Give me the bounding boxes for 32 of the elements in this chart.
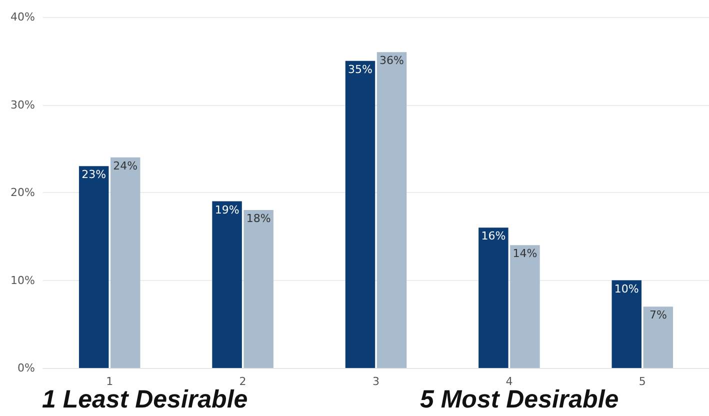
x-tick-label: 3	[372, 375, 380, 388]
data-label: 24%	[113, 159, 138, 172]
text: 1 Least Desirable	[42, 386, 248, 414]
y-tick-label: 20%	[10, 186, 35, 199]
bar	[376, 52, 407, 368]
y-tick-label: 40%	[10, 10, 35, 24]
bar	[212, 201, 242, 368]
y-tick-label: 10%	[10, 274, 35, 287]
text: 5 Most Desirable	[420, 386, 619, 414]
y-tick-label: 30%	[10, 98, 35, 112]
bar	[78, 166, 109, 368]
data-label: 14%	[512, 247, 538, 260]
bar	[244, 210, 274, 368]
bar	[110, 157, 140, 368]
data-label: 35%	[348, 62, 372, 76]
bar	[345, 60, 376, 368]
y-tick-label: 0%	[18, 362, 35, 374]
data-label: 18%	[246, 212, 271, 226]
x-tick-label: 5	[638, 375, 646, 388]
data-label: 16%	[481, 230, 506, 243]
bar	[478, 228, 508, 368]
data-label: 7%	[649, 308, 667, 322]
x-tick-label: 4	[506, 375, 513, 388]
bar	[510, 245, 540, 368]
data-label: 19%	[214, 203, 240, 216]
bar	[612, 280, 642, 368]
data-label: 36%	[380, 54, 404, 68]
data-label: 23%	[82, 168, 106, 182]
data-label: 10%	[614, 282, 639, 296]
bar	[643, 306, 674, 368]
x-tick-label: 2	[239, 375, 246, 388]
x-tick-label: 1	[106, 375, 114, 388]
